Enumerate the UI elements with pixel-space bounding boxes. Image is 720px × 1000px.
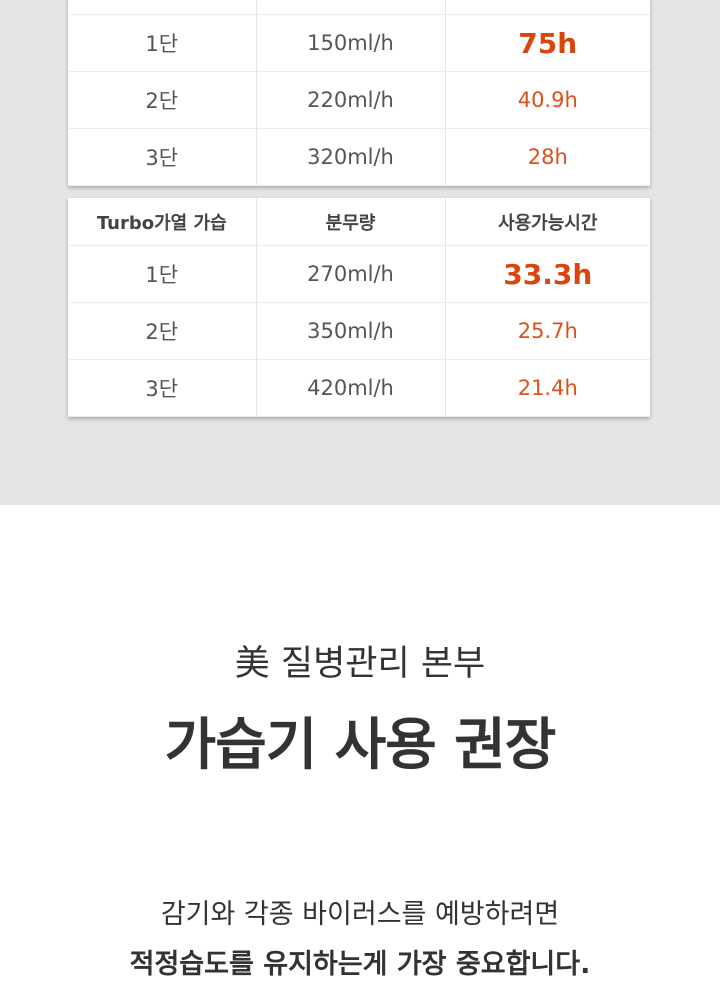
cell: 270ml/h (256, 245, 446, 303)
recommend-section: 美 질병관리 본부 가습기 사용 권장 감기와 각종 바이러스를 예방하려면 적… (0, 505, 720, 1000)
cell: 220ml/h (256, 71, 446, 129)
cell: 350ml/h (256, 302, 446, 360)
header-cell: Turbo가열 가습 (68, 198, 257, 246)
time-cell: 40.9h (445, 71, 650, 129)
cell: 320ml/h (256, 128, 446, 186)
time-cell: 25.7h (445, 302, 650, 360)
cell: 1단 (68, 14, 257, 72)
cell: 150ml/h (256, 14, 446, 72)
time-cell: 21.4h (445, 359, 650, 417)
cell: 1단 (68, 245, 257, 303)
subtitle: 美 질병관리 본부 (234, 644, 486, 684)
table-row: 3단 420ml/h 21.4h (68, 359, 650, 417)
header-cell: 가열 가습 (68, 0, 257, 15)
table-row: 1단 150ml/h 75h (68, 14, 650, 72)
spec-table: 가열 가습분무량사용가능시간1단150ml/h75h2단220ml/h40.9h… (68, 0, 650, 186)
title: 가습기 사용 권장 (164, 713, 557, 778)
spec-table: Turbo가열 가습 분무량 사용가능시간 1단 270ml/h 33.3h 2단 350ml… (68, 198, 650, 417)
time-cell: 75h (445, 14, 650, 72)
cell: 420ml/h (256, 359, 446, 417)
time-cell: 33.3h (445, 245, 650, 303)
table-row: 3단 320ml/h 28h (68, 128, 650, 186)
cell: 2단 (68, 302, 257, 360)
cell: 2단 (68, 71, 257, 129)
spec-panel: 가열 가습분무량사용가능시간1단150ml/h75h2단220ml/h40.9h… (0, 0, 720, 505)
cell: 3단 (68, 128, 257, 186)
header-cell: 분무량 (256, 0, 446, 15)
header-cell: 사용가능시간 (445, 0, 650, 15)
body-line-bold: 적정습도를 유지하는게 가장 중요합니다. (129, 949, 591, 980)
table-row: 2단 350ml/h 25.7h (68, 302, 650, 360)
header-row: Turbo가열 가습 분무량 사용가능시간 (68, 198, 650, 246)
time-cell: 28h (445, 128, 650, 186)
table-row: 2단 220ml/h 40.9h (68, 71, 650, 129)
header-cell: 사용가능시간 (445, 198, 650, 246)
body-line: 감기와 각종 바이러스를 예방하려면 (160, 899, 560, 930)
cell: 3단 (68, 359, 257, 417)
header-cell: 분무량 (256, 198, 446, 246)
table-row: 1단 270ml/h 33.3h (68, 245, 650, 303)
